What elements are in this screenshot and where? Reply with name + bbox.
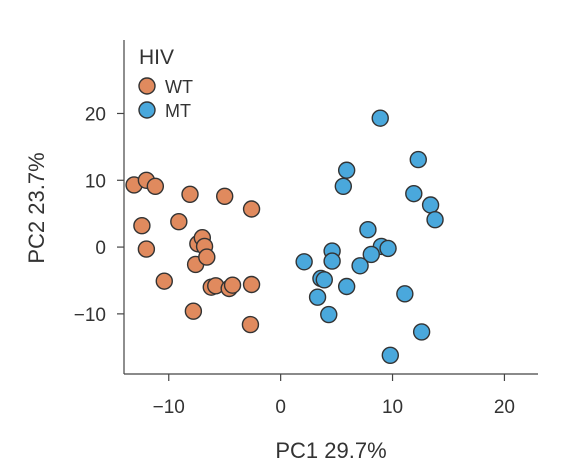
series-mt [295, 109, 444, 364]
data-point-wt [137, 240, 156, 258]
data-point-mt [381, 346, 400, 364]
data-point-mt [337, 161, 356, 179]
data-point-mt [409, 150, 427, 169]
data-point-mt [371, 109, 389, 127]
data-point-mt [308, 288, 327, 306]
y-tick-label: 20 [85, 104, 106, 125]
x-tick-label: 10 [382, 397, 403, 418]
x-tick-label: 0 [275, 397, 286, 418]
data-point-mt [362, 245, 380, 264]
data-point-wt [241, 315, 260, 334]
data-point-mt [426, 210, 444, 229]
data-point-mt [359, 221, 377, 239]
data-point-wt [242, 200, 261, 218]
data-point-mt [295, 253, 313, 271]
data-point-mt [337, 277, 356, 296]
x-axis-label: PC1 29.7% [275, 438, 386, 463]
legend-marker-mt [138, 101, 156, 119]
data-points [125, 109, 444, 364]
data-point-wt [223, 276, 242, 294]
legend-marker-wt [138, 77, 156, 95]
data-point-mt [351, 257, 369, 275]
data-point-wt [133, 217, 151, 235]
data-point-wt [155, 272, 173, 290]
x-axis-ticks: −10 0 10 20 [153, 374, 515, 418]
y-axis-label: PC2 23.7% [24, 152, 49, 263]
data-point-wt [242, 275, 261, 294]
x-tick-label: 20 [494, 397, 515, 418]
x-tick-label: −10 [153, 397, 185, 418]
y-axis-ticks: −10 0 10 20 [74, 104, 124, 326]
data-point-mt [379, 239, 397, 258]
data-point-mt [421, 196, 440, 214]
legend-label-wt: WT [165, 77, 193, 97]
legend-items: WT MT [138, 77, 193, 121]
y-tick-label: −10 [74, 305, 106, 326]
data-point-mt [412, 323, 431, 341]
legend: HIV WT MT [138, 46, 193, 121]
data-point-mt [396, 285, 414, 303]
data-point-wt [181, 185, 199, 204]
data-point-mt [315, 271, 333, 289]
y-tick-label: 10 [85, 171, 106, 192]
data-point-wt [198, 248, 216, 266]
data-point-mt [405, 184, 423, 203]
data-point-mt [334, 177, 353, 195]
legend-label-mt: MT [165, 101, 191, 121]
legend-title: HIV [139, 46, 174, 69]
y-tick-label: 0 [95, 238, 106, 259]
series-wt [125, 171, 261, 334]
data-point-mt [320, 305, 338, 324]
data-point-mt [323, 252, 341, 270]
axes [123, 40, 538, 375]
data-point-wt [216, 187, 234, 206]
data-point-wt [146, 177, 165, 195]
data-point-wt [184, 302, 203, 320]
data-point-wt [170, 212, 188, 231]
